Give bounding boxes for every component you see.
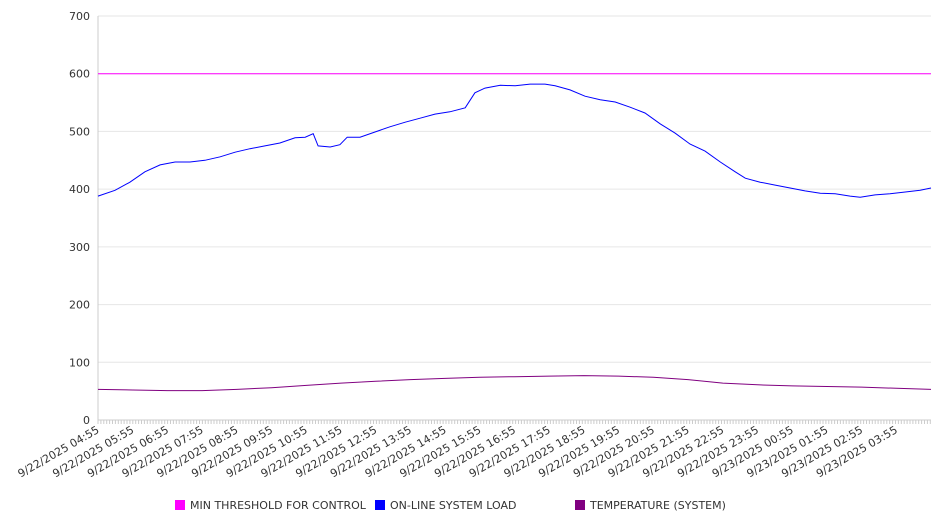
y-tick-label: 600 [69,68,90,81]
y-tick-label: 300 [69,241,90,254]
series-line-1 [97,83,932,198]
legend-label: MIN THRESHOLD FOR CONTROL [190,499,367,512]
legend-swatch [575,500,585,510]
y-tick-label: 700 [69,10,90,23]
legend-label: TEMPERATURE (SYSTEM) [589,499,726,512]
legend-swatch [175,500,185,510]
y-tick-label: 500 [69,125,90,138]
legend-swatch [375,500,385,510]
y-tick-label: 100 [69,356,90,369]
y-tick-label: 400 [69,183,90,196]
legend-label: ON-LINE SYSTEM LOAD [390,499,516,512]
y-tick-label: 0 [83,414,90,427]
y-tick-label: 200 [69,299,90,312]
series-line-2 [97,375,932,392]
